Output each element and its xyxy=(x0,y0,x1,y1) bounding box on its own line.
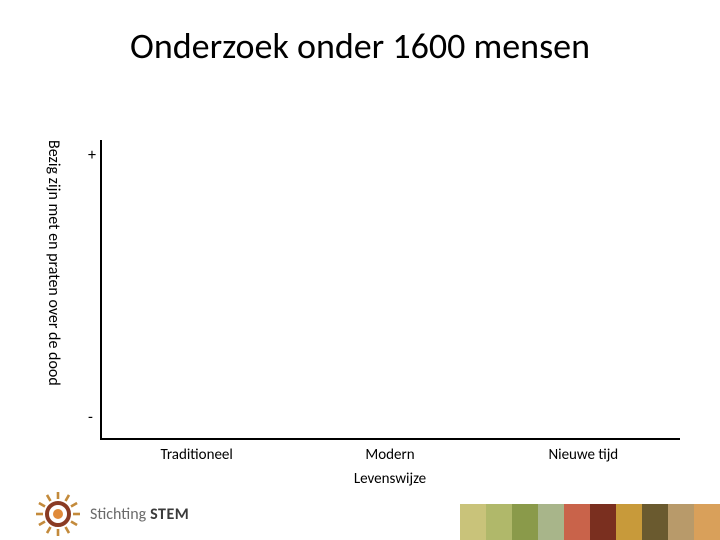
color-block-2 xyxy=(512,504,538,540)
x-axis-title: Levenswijze xyxy=(100,470,680,488)
logo-stichting: Stichting xyxy=(90,505,146,524)
color-block-1 xyxy=(486,504,512,540)
color-block-0 xyxy=(460,504,486,540)
y-axis-plus-marker: + xyxy=(88,146,96,165)
color-block-8 xyxy=(668,504,694,540)
color-block-3 xyxy=(538,504,564,540)
logo-text: Stichting STEM xyxy=(90,505,189,524)
y-axis-line xyxy=(100,140,102,440)
y-axis-label: Bezig zijn met en praten over de dood xyxy=(44,140,63,386)
logo-icon xyxy=(36,492,80,536)
color-block-9 xyxy=(694,504,720,540)
color-block-4 xyxy=(564,504,590,540)
x-tick-modern: Modern xyxy=(293,446,486,466)
page-title: Onderzoek onder 1600 mensen xyxy=(0,24,720,68)
color-block-6 xyxy=(616,504,642,540)
x-tick-traditioneel: Traditioneel xyxy=(100,446,293,466)
slide: Onderzoek onder 1600 mensen Bezig zijn m… xyxy=(0,0,720,540)
x-axis-line xyxy=(100,438,680,440)
y-axis-minus-marker: - xyxy=(88,408,93,427)
x-tick-nieuwe-tijd: Nieuwe tijd xyxy=(487,446,680,466)
color-blocks xyxy=(460,504,720,540)
x-axis-ticks: Traditioneel Modern Nieuwe tijd xyxy=(100,446,680,466)
color-block-7 xyxy=(642,504,668,540)
logo-name: STEM xyxy=(150,505,189,524)
color-block-5 xyxy=(590,504,616,540)
logo: Stichting STEM xyxy=(36,492,189,536)
